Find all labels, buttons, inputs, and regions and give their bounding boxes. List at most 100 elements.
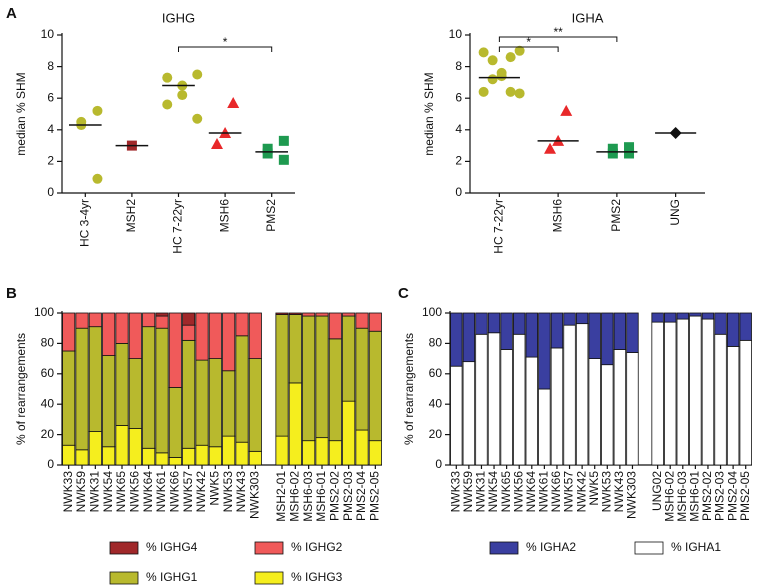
y-tick-label: 0 bbox=[47, 185, 54, 199]
y-tick-label: 100 bbox=[34, 305, 54, 319]
bar-segment bbox=[701, 318, 715, 466]
bar-segment bbox=[500, 349, 513, 466]
bar-segment bbox=[302, 440, 316, 466]
bar-segment bbox=[563, 312, 576, 326]
x-tick-label: PMS2-05 bbox=[368, 471, 382, 521]
bar-segment bbox=[601, 364, 614, 466]
x-tick-label: MSH6-02 bbox=[288, 471, 302, 522]
x-tick-label: PMS2 bbox=[609, 199, 623, 232]
x-tick-label: MSH6-03 bbox=[301, 471, 315, 522]
bar-segment bbox=[102, 312, 116, 356]
point bbox=[278, 154, 289, 165]
bar-segment bbox=[739, 339, 752, 466]
y-tick-label: 0 bbox=[455, 185, 462, 199]
bar-segment bbox=[613, 349, 627, 466]
bar-segment bbox=[575, 312, 589, 325]
point bbox=[514, 88, 525, 99]
bar-segment bbox=[550, 312, 564, 349]
legend-label: % IGHG1 bbox=[146, 570, 198, 584]
x-tick-label: NWK303 bbox=[625, 471, 639, 519]
bar-segment bbox=[563, 324, 576, 466]
bar-segment bbox=[115, 312, 129, 344]
x-tick-label: NWK33 bbox=[448, 471, 462, 513]
bar-segment bbox=[701, 312, 715, 320]
x-tick-label: NWK42 bbox=[194, 471, 208, 513]
bracket bbox=[498, 46, 559, 52]
y-tick-label: 8 bbox=[47, 59, 54, 73]
x-tick-label: NWK43 bbox=[612, 471, 626, 513]
x-tick-label: MSH6 bbox=[550, 199, 564, 233]
bar-segment bbox=[168, 387, 182, 458]
point bbox=[607, 148, 618, 159]
bar-segment bbox=[714, 312, 727, 335]
bar-segment bbox=[142, 447, 156, 466]
x-tick-label: HC 3-4yr bbox=[77, 199, 91, 247]
point bbox=[496, 71, 507, 82]
x-tick-label: NWK59 bbox=[74, 471, 88, 513]
y-tick-label: 2 bbox=[47, 154, 54, 168]
point bbox=[505, 86, 516, 97]
bar-segment bbox=[288, 382, 302, 466]
bar-segment bbox=[248, 450, 262, 466]
x-tick-label: MSH6-01 bbox=[688, 471, 702, 522]
y-tick-label: 4 bbox=[47, 122, 54, 136]
bar-segment bbox=[368, 312, 382, 332]
x-tick-label: MSH6-02 bbox=[662, 471, 676, 522]
legend-swatch bbox=[634, 541, 664, 555]
bar-segment bbox=[714, 333, 727, 466]
bar-segment bbox=[626, 312, 639, 353]
legend-label: % IGHA1 bbox=[671, 540, 721, 554]
y-tick-label: 4 bbox=[455, 122, 462, 136]
x-tick-label: PMS2-03 bbox=[713, 471, 727, 521]
point bbox=[514, 45, 525, 56]
y-axis-label: % of rearrangements bbox=[402, 333, 416, 445]
x-tick-label: NWK59 bbox=[461, 471, 475, 513]
x-tick-label: PMS2 bbox=[264, 199, 278, 232]
y-axis-label: % of rearrangements bbox=[14, 333, 28, 445]
bar-segment bbox=[222, 312, 236, 372]
y-tick-label: 20 bbox=[429, 427, 443, 441]
x-tick-label: NWK61 bbox=[537, 471, 551, 513]
point bbox=[487, 74, 498, 85]
bar-segment bbox=[208, 312, 222, 359]
y-tick-label: 0 bbox=[435, 457, 442, 471]
bar-segment bbox=[75, 327, 89, 451]
bar-segment bbox=[342, 312, 356, 317]
x-tick-label: PMS2-04 bbox=[725, 471, 739, 521]
point bbox=[624, 142, 635, 153]
x-tick-label: NWK64 bbox=[141, 471, 155, 513]
legend-swatch bbox=[254, 571, 284, 585]
bar-segment bbox=[664, 312, 677, 323]
y-tick-label: 80 bbox=[41, 336, 55, 350]
bar-segment bbox=[689, 315, 702, 466]
y-tick-label: 2 bbox=[455, 154, 462, 168]
y-tick-label: 6 bbox=[455, 90, 462, 104]
y-tick-label: 80 bbox=[429, 336, 443, 350]
bar-segment bbox=[155, 315, 169, 329]
x-tick-label: HC 7-22yr bbox=[492, 199, 506, 254]
y-axis-label: median % SHM bbox=[422, 72, 436, 155]
bar-segment bbox=[102, 446, 116, 466]
bar-segment bbox=[475, 312, 488, 335]
x-tick-label: NWK57 bbox=[562, 471, 576, 513]
legend-swatch bbox=[109, 541, 139, 555]
chart-title: IGHA bbox=[572, 10, 604, 25]
bar-segment bbox=[355, 429, 369, 466]
bar-segment bbox=[302, 315, 316, 442]
bar-segment bbox=[342, 315, 356, 402]
point bbox=[92, 173, 103, 184]
bar-segment bbox=[513, 312, 526, 335]
legend-label: % IGHG3 bbox=[291, 570, 343, 584]
x-tick-label: NWK57 bbox=[181, 471, 195, 513]
bar-segment bbox=[651, 312, 664, 323]
bar-segment bbox=[538, 312, 551, 390]
panel-label: C bbox=[398, 285, 409, 302]
bar-segment bbox=[195, 359, 209, 446]
x-tick-label: NWK31 bbox=[88, 471, 102, 513]
bar-segment bbox=[182, 312, 196, 326]
panel-label: A bbox=[6, 5, 17, 22]
point bbox=[624, 148, 635, 159]
bar-segment bbox=[235, 441, 249, 466]
bar-segment bbox=[475, 333, 488, 466]
